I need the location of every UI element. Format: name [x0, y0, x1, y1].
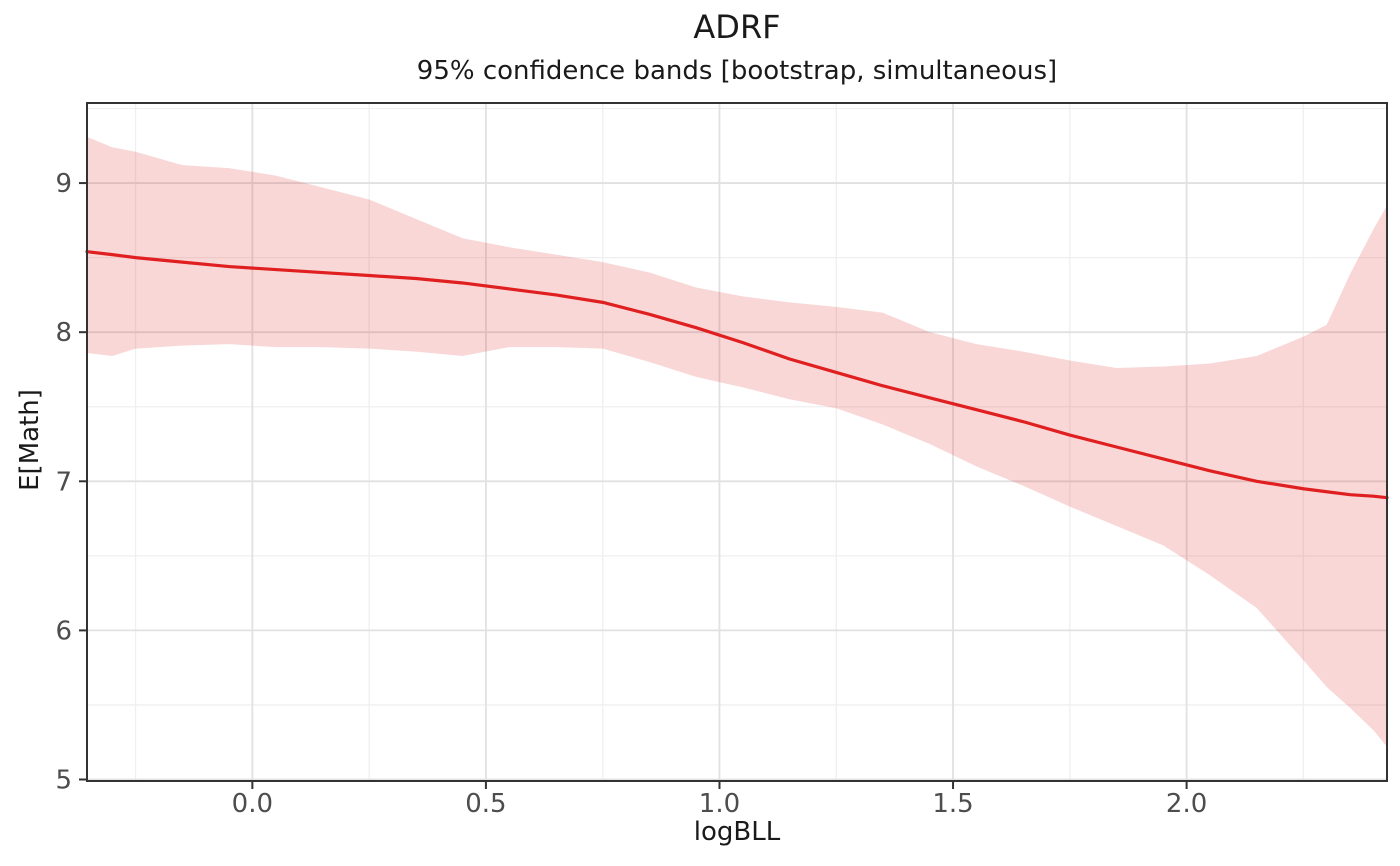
- x-axis-title: logBLL: [693, 817, 781, 847]
- y-tick-label: 6: [55, 616, 72, 646]
- y-axis-title: E[Math]: [15, 389, 45, 491]
- chart-title: ADRF: [693, 8, 781, 46]
- y-tick-label: 5: [55, 766, 72, 796]
- estimate-line: [85, 250, 1389, 500]
- chart-subtitle: 95% confidence bands [bootstrap, simulta…: [416, 56, 1058, 86]
- confidence-band: [87, 136, 1387, 747]
- x-tick-label: 0.0: [232, 789, 273, 819]
- y-tick-label: 7: [55, 467, 72, 497]
- y-tick-label: 8: [55, 318, 72, 348]
- x-tick-label: 1.5: [932, 789, 973, 819]
- y-tick-label: 9: [55, 169, 72, 199]
- x-tick-label: 1.0: [699, 789, 740, 819]
- x-tick-label: 0.5: [465, 789, 506, 819]
- panel-border: [86, 102, 1388, 782]
- panel-background: [87, 103, 1387, 781]
- x-tick-label: 2.0: [1166, 789, 1207, 819]
